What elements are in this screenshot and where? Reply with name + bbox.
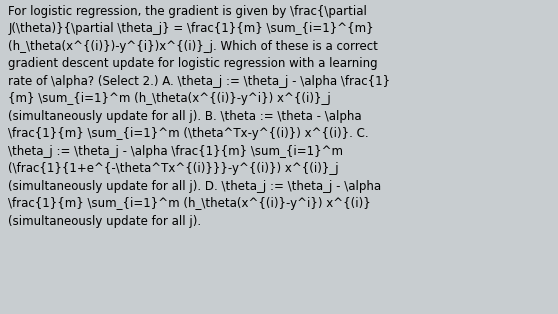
Text: For logistic regression, the gradient is given by \frac{\partial
J(\theta)}{\par: For logistic regression, the gradient is…: [8, 5, 391, 228]
